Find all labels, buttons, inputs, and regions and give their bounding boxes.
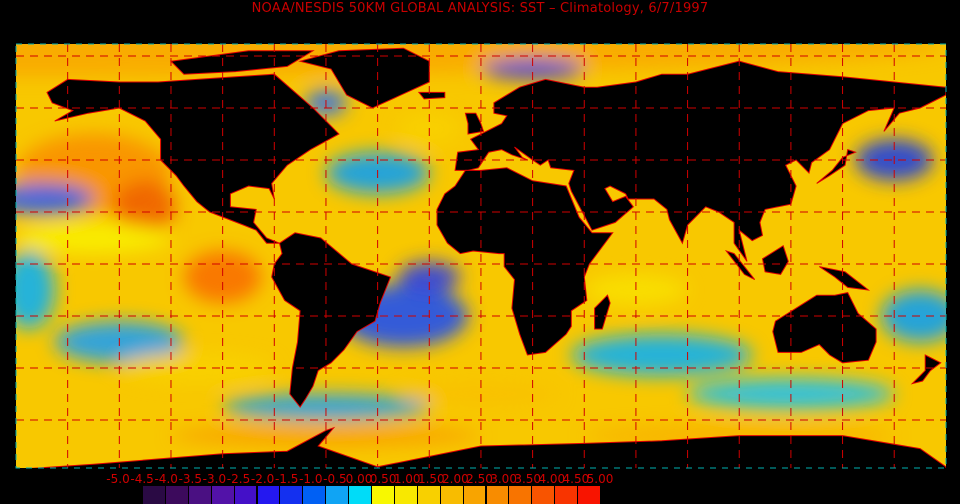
anomaly-region (16, 250, 55, 329)
colorbar-swatch (509, 486, 533, 504)
colorbar-label: 3.00 (490, 472, 517, 486)
landmass-borneo (761, 245, 789, 275)
anomaly-region (403, 383, 559, 405)
colorbar-swatch (440, 486, 464, 504)
colorbar-label: -2.5 (226, 472, 251, 486)
colorbar-swatch (555, 486, 579, 504)
colorbar-swatch (303, 486, 327, 504)
colorbar-label: -1.0 (299, 472, 323, 486)
colorbar-swatch (165, 486, 189, 504)
landmass-japan (816, 148, 857, 184)
colorbar-swatch (349, 486, 372, 504)
colorbar-swatch (257, 486, 281, 504)
anomaly-region (119, 352, 275, 384)
colorbar-label: -4.5 (130, 472, 154, 486)
landmass-new-guinea (819, 266, 871, 291)
colorbar-label: -0.5 (323, 472, 347, 486)
anomaly-region (398, 261, 461, 293)
colorbar-swatch (532, 486, 556, 504)
landmass-iceland (417, 91, 446, 100)
landmass-madagascar (594, 294, 611, 330)
anomaly-region (114, 180, 177, 233)
colorbar-label: 2.00 (442, 472, 469, 486)
colorbar-label: 1.00 (393, 472, 421, 486)
colorbar-label: -1.5 (274, 472, 299, 486)
colorbar-label: 5.00 (586, 472, 614, 486)
colorbar-swatch (143, 486, 166, 504)
colorbar-swatch (280, 486, 304, 504)
anomaly-region (571, 334, 753, 376)
colorbar-swatch (234, 486, 258, 504)
anomaly-region (480, 58, 585, 80)
colorbar-swatch (211, 486, 235, 504)
colorbar-label: 0.50 (369, 472, 397, 486)
colorbar-swatch (578, 486, 601, 504)
anomaly-region (881, 289, 946, 342)
colorbar-label: -4.0 (154, 472, 178, 486)
landmass-sumatra (724, 250, 756, 281)
colorbar-label: -3.5 (178, 472, 203, 486)
colorbar-label: 3.50 (514, 472, 542, 486)
colorbar-swatch (326, 486, 350, 504)
anomaly-region (16, 183, 94, 215)
colorbar-label: 4.00 (538, 472, 566, 486)
map-title: NOAA/NESDIS 50KM GLOBAL ANALYSIS: SST – … (251, 1, 709, 16)
colorbar-label: 1.50 (417, 472, 445, 486)
colorbar-label: 2.50 (466, 472, 493, 486)
landmass-antarctica (29, 426, 946, 468)
colorbar-label: 4.50 (562, 472, 590, 486)
anomaly-region (16, 222, 171, 254)
colorbar-swatch (188, 486, 212, 504)
colorbar-swatch (486, 486, 510, 504)
colorbar-swatch (417, 486, 441, 504)
colorbar-label: -2.0 (250, 472, 275, 486)
colorbar-swatch (394, 486, 418, 504)
colorbar-label: 0.00 (345, 472, 373, 486)
landmass-new-zealand (910, 354, 942, 385)
colorbar-label: -5.0 (106, 472, 130, 486)
lat-lon-grid (16, 44, 946, 468)
map-border (15, 43, 947, 469)
landmass-canadian-arctic (169, 50, 315, 75)
colorbar-swatch (372, 486, 395, 504)
landmass-eurasia (454, 60, 946, 262)
landmass-great-britain (464, 112, 485, 135)
colorbar-label: -3.0 (202, 472, 227, 486)
colorbar-swatch (463, 486, 487, 504)
landmass-australia (772, 292, 877, 364)
